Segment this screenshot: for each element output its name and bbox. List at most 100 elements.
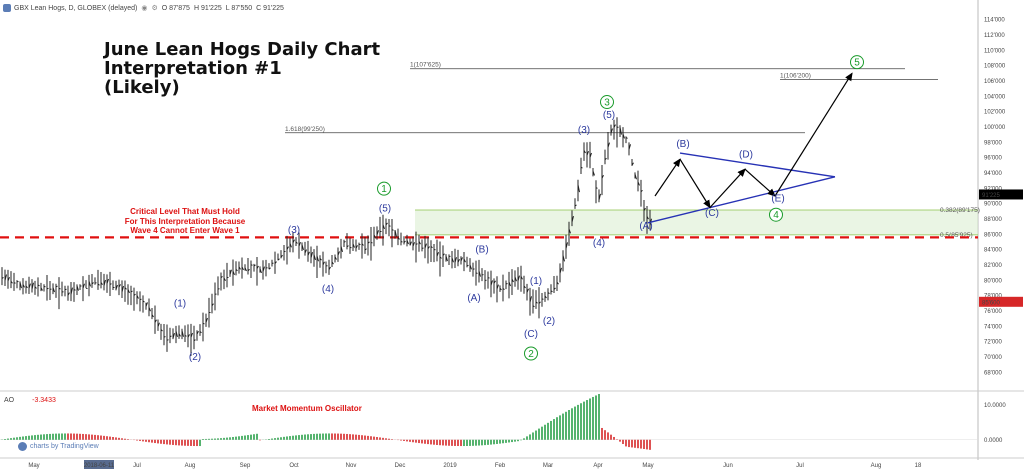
y-tick-label: 76'000 — [984, 309, 1002, 315]
y-tick-label: 100'000 — [984, 125, 1006, 131]
price-bar-tick — [319, 258, 322, 261]
price-bar-tick — [70, 287, 73, 295]
price-bar-tick — [505, 283, 508, 285]
symbol-header: GBX Lean Hogs, D, GLOBEX (delayed) ◉ ⚙ O… — [0, 0, 288, 16]
wave-circle — [769, 207, 783, 222]
price-bar-tick — [502, 288, 505, 290]
circled-wave-label: 4 — [773, 210, 779, 221]
price-bar-tick — [628, 144, 631, 150]
tradingview-branding[interactable]: charts by TradingView — [18, 442, 99, 451]
oscillator-name[interactable]: AO — [4, 397, 15, 404]
price-bar-tick — [181, 330, 184, 337]
x-tick-label: Jul — [133, 463, 141, 469]
y-tick-label: 102'000 — [984, 110, 1006, 116]
projection-arrow — [709, 168, 746, 208]
price-bar-tick — [457, 258, 460, 263]
price-bar-tick — [178, 333, 181, 337]
price-bar-tick — [463, 258, 466, 263]
price-bar-tick — [604, 157, 607, 161]
price-bar-tick — [376, 230, 379, 236]
price-bar-tick — [580, 166, 583, 169]
wave-label: (5) — [603, 110, 615, 121]
wave-circle — [377, 181, 391, 196]
ohlc-close: C 91'225 — [256, 4, 284, 12]
price-bar-tick — [166, 339, 169, 341]
x-tick-label: Jul — [796, 463, 804, 469]
price-bar-tick — [124, 287, 127, 290]
price-bar-tick — [385, 222, 388, 226]
price-bar-tick — [343, 241, 346, 243]
price-bar-tick — [592, 170, 595, 176]
price-bar-tick — [148, 307, 151, 312]
price-bar-tick — [523, 285, 526, 289]
price-bar-tick — [19, 282, 22, 289]
wave-label: (4) — [322, 284, 334, 295]
price-bar-tick — [289, 243, 292, 248]
price-bar-tick — [427, 246, 430, 250]
chart-title: June Lean Hogs Daily Chart Interpretatio… — [104, 40, 380, 97]
price-bar-tick — [82, 283, 85, 289]
y-tick-label: 86'000 — [984, 232, 1002, 238]
price-bar-tick — [565, 242, 568, 249]
price-bar-tick — [1, 277, 4, 279]
price-bar-tick — [94, 282, 97, 284]
price-bar-tick — [478, 270, 481, 277]
y-tick-label: 90'000 — [984, 202, 1002, 208]
price-bar-tick — [286, 246, 289, 250]
wave-label: (4) — [593, 238, 605, 249]
wave-label: (D) — [739, 150, 753, 161]
osc-tick-label: 0.0000 — [984, 438, 1003, 444]
y-tick-label: 82'000 — [984, 263, 1002, 269]
projection-arrow — [774, 72, 853, 197]
eye-icon[interactable]: ◉ — [141, 5, 148, 12]
price-bar-tick — [91, 282, 94, 285]
circled-wave-label: 2 — [528, 349, 534, 360]
price-bar-tick — [583, 150, 586, 154]
price-bar-tick — [313, 254, 316, 261]
price-bar-tick — [133, 293, 136, 296]
symbol-name[interactable]: GBX Lean Hogs, D, GLOBEX (delayed) — [14, 4, 138, 12]
x-tick-label: May — [642, 463, 653, 469]
price-bar-tick — [322, 261, 325, 266]
fib-zone — [415, 209, 978, 235]
settings-icon[interactable]: ⚙ — [151, 5, 158, 12]
wave-label: (A) — [467, 293, 480, 304]
title-line-2: Interpretation #1 — [104, 58, 282, 79]
price-bar-tick — [193, 339, 196, 342]
x-tick-label: Sep — [240, 463, 251, 469]
price-bar-tick — [574, 204, 577, 207]
price-bar-tick — [256, 265, 259, 269]
price-bar-tick — [544, 295, 547, 299]
x-tick-label: Nov — [346, 463, 357, 469]
projection-arrow — [679, 158, 711, 209]
y-tick-label: 94'000 — [984, 171, 1002, 177]
wave-label: (2) — [189, 352, 201, 363]
y-tick-label: 96'000 — [984, 156, 1002, 162]
price-bar-tick — [637, 181, 640, 186]
price-bar-tick — [607, 142, 610, 148]
oscillator-label: Market Momentum Oscillator — [252, 404, 362, 413]
x-tick-label: Aug — [871, 463, 882, 469]
price-bar-tick — [196, 330, 199, 335]
x-tick-label: 2019 — [443, 463, 457, 469]
price-bar-tick — [172, 332, 175, 339]
x-tick-label: Apr — [593, 463, 602, 469]
price-bar-tick — [634, 173, 637, 180]
price-bar-tick — [280, 254, 283, 258]
price-bar-tick — [316, 255, 319, 262]
x-tick-label: Dec — [395, 463, 406, 469]
price-bar-tick — [58, 287, 61, 290]
y-tick-label: 92'000 — [984, 186, 1002, 192]
wave-label: (1) — [530, 276, 542, 287]
y-tick-label: 110'000 — [984, 48, 1005, 54]
price-bar-tick — [547, 292, 550, 294]
price-bar-tick — [382, 224, 385, 230]
price-bar-tick — [298, 242, 301, 247]
y-tick-label: 80'000 — [984, 278, 1002, 284]
tradingview-logo-icon — [18, 442, 27, 451]
ohlc-open: O 87'875 — [161, 4, 190, 12]
price-bar-tick — [10, 280, 13, 284]
wave-circle — [524, 346, 538, 361]
wave-label: (C) — [705, 208, 719, 219]
price-bar-tick — [646, 216, 649, 220]
